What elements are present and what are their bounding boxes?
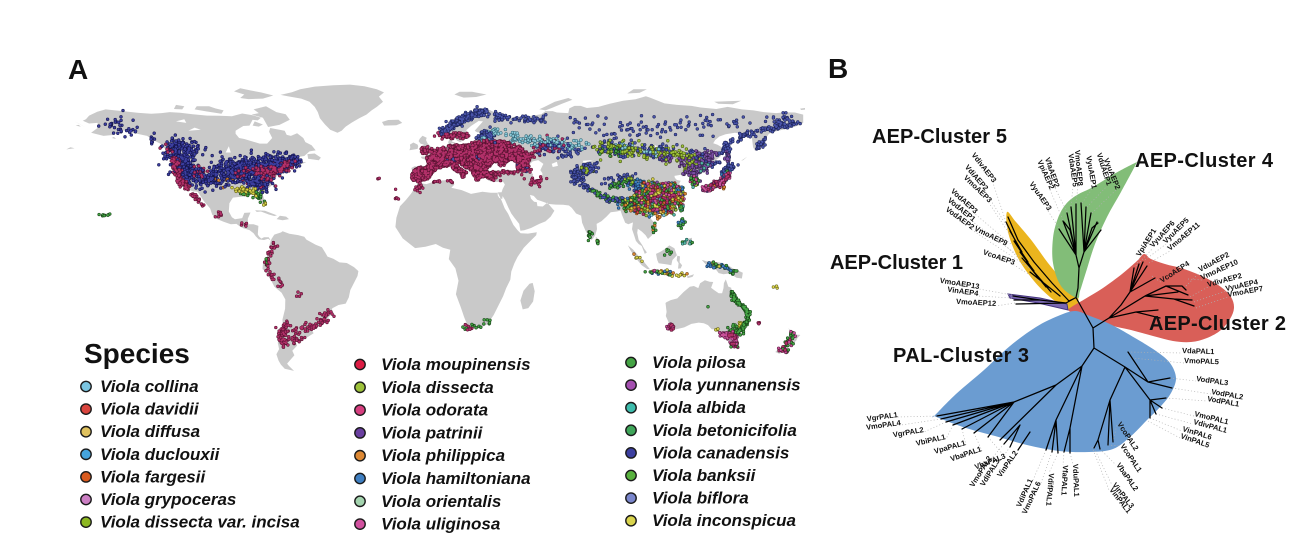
- svg-text:VodPAL3: VodPAL3: [1196, 374, 1229, 387]
- svg-text:Viola biflora: Viola biflora: [652, 489, 749, 508]
- svg-text:VmoAEP8: VmoAEP8: [1073, 150, 1085, 187]
- svg-text:Viola uliginosa: Viola uliginosa: [381, 515, 500, 534]
- svg-text:AEP-Cluster 4: AEP-Cluster 4: [1135, 150, 1274, 172]
- svg-text:Viola betonicifolia: Viola betonicifolia: [652, 421, 797, 440]
- svg-text:Viola collina: Viola collina: [100, 377, 199, 396]
- svg-text:Viola hamiltoniana: Viola hamiltoniana: [381, 469, 531, 488]
- svg-text:AEP-Cluster 2: AEP-Cluster 2: [1149, 313, 1286, 335]
- svg-text:VinAEP4: VinAEP4: [947, 285, 980, 298]
- svg-text:Viola odorata: Viola odorata: [381, 401, 488, 420]
- svg-text:Viola pilosa: Viola pilosa: [652, 353, 746, 372]
- svg-text:VdaPAL1: VdaPAL1: [1182, 346, 1215, 356]
- svg-text:Viola diffusa: Viola diffusa: [100, 422, 200, 441]
- svg-text:Viola davidii: Viola davidii: [100, 400, 200, 419]
- svg-text:Viola canadensis: Viola canadensis: [652, 443, 789, 462]
- svg-text:B: B: [828, 53, 848, 84]
- svg-text:Viola dissecta var. incisa: Viola dissecta var. incisa: [100, 513, 300, 532]
- svg-text:Viola albida: Viola albida: [652, 398, 746, 417]
- svg-text:VmoPAL5: VmoPAL5: [1184, 356, 1219, 366]
- svg-text:Viola philippica: Viola philippica: [381, 446, 505, 465]
- svg-text:Viola banksii: Viola banksii: [652, 466, 757, 485]
- svg-text:Viola orientalis: Viola orientalis: [381, 492, 501, 511]
- svg-text:VduPAL1: VduPAL1: [1071, 464, 1081, 497]
- svg-text:Viola fargesii: Viola fargesii: [100, 467, 206, 486]
- svg-text:Viola grypoceras: Viola grypoceras: [100, 490, 236, 509]
- svg-text:Viola patrinii: Viola patrinii: [381, 423, 484, 442]
- svg-text:A: A: [68, 54, 88, 85]
- svg-text:PAL-Cluster 3: PAL-Cluster 3: [893, 345, 1029, 367]
- svg-text:VmoAEP12: VmoAEP12: [956, 297, 996, 308]
- svg-text:Viola inconspicua: Viola inconspicua: [652, 511, 796, 530]
- svg-text:VfaPAL1: VfaPAL1: [1059, 465, 1070, 496]
- svg-text:Viola dissecta: Viola dissecta: [381, 378, 494, 397]
- svg-text:AEP-Cluster 5: AEP-Cluster 5: [872, 126, 1007, 148]
- svg-text:Viola moupinensis: Viola moupinensis: [381, 355, 531, 374]
- svg-text:AEP-Cluster 1: AEP-Cluster 1: [830, 252, 963, 274]
- svg-text:Viola yunnanensis: Viola yunnanensis: [652, 376, 801, 395]
- svg-text:Viola duclouxii: Viola duclouxii: [100, 445, 221, 464]
- svg-text:VdifPAL1: VdifPAL1: [1044, 473, 1056, 506]
- svg-text:Species: Species: [84, 338, 190, 369]
- svg-text:VgrPAL1: VgrPAL1: [866, 410, 898, 423]
